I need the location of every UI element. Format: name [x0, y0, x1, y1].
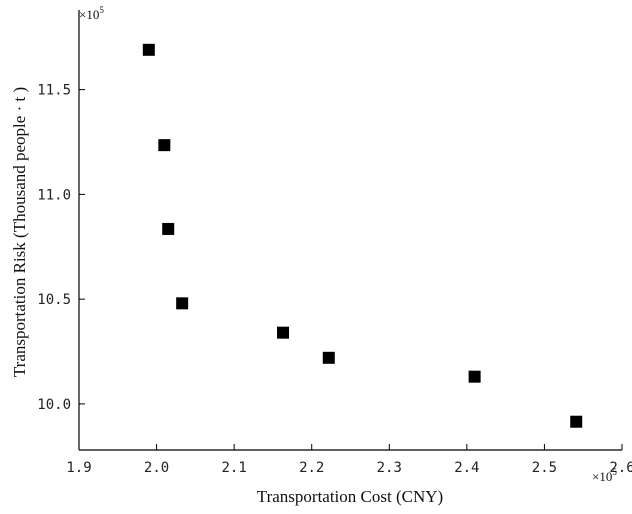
x-tick-label: 1.9	[66, 460, 91, 476]
x-tick-label: 2.6	[609, 460, 632, 476]
data-point	[322, 351, 335, 364]
x-tick-label: 2.3	[377, 460, 402, 476]
x-tick-label: 2.1	[221, 460, 246, 476]
y-tick-label: 10.0	[37, 397, 71, 413]
data-point	[468, 370, 481, 383]
data-point	[142, 43, 155, 56]
x-tick-label: 2.2	[299, 460, 324, 476]
data-point	[570, 415, 583, 428]
x-tick-label: 2.5	[532, 460, 557, 476]
data-point	[162, 222, 175, 235]
data-point	[176, 297, 189, 310]
y-tick-label: 11.5	[37, 83, 71, 99]
y-tick-label: 10.5	[37, 292, 71, 308]
data-points	[142, 43, 583, 428]
y-tick-label: 11.0	[37, 187, 71, 203]
data-point	[158, 139, 171, 152]
x-tick-label: 2.4	[454, 460, 479, 476]
x-axis-multiplier: ×105	[592, 467, 617, 484]
x-ticks: 1.9 2.0 2.1 2.2 2.3 2.4 2.5 2.6	[66, 444, 632, 476]
data-point	[277, 326, 290, 339]
x-axis-title: Transportation Cost (CNY)	[257, 487, 443, 506]
y-axis-title: Transportation Risk (Thousand people · t…	[10, 87, 29, 377]
axes	[78, 10, 622, 451]
x-tick-label: 2.0	[144, 460, 169, 476]
y-ticks: 10.0 10.5 11.0 11.5	[37, 83, 85, 413]
y-axis-multiplier: ×105	[79, 5, 104, 22]
